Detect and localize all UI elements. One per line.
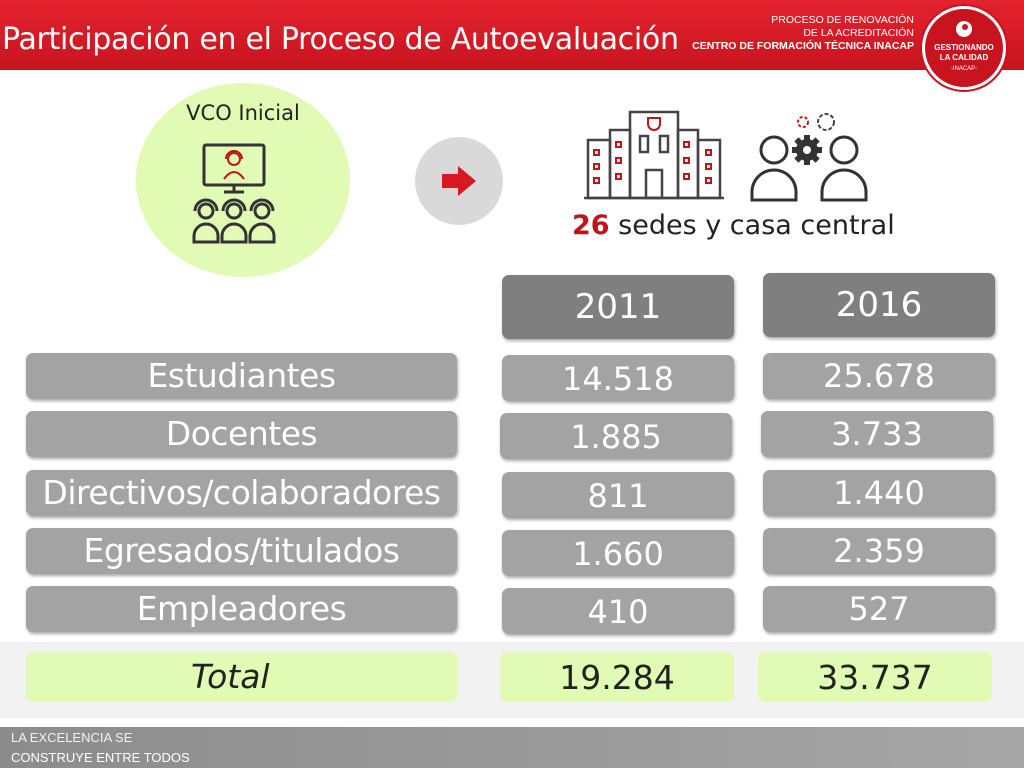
footer-line1: LA EXCELENCIA SE bbox=[11, 730, 133, 745]
arrow-right-icon bbox=[442, 166, 476, 196]
footer-line2: CONSTRUYE ENTRE TODOS bbox=[11, 750, 190, 765]
row-label-empleadores: Empleadores bbox=[26, 586, 457, 632]
seal-logo-icon bbox=[956, 21, 972, 37]
arrow-circle bbox=[415, 137, 503, 225]
vco-inicial-circle: VCO Inicial bbox=[136, 83, 350, 277]
campus-building-icon bbox=[584, 110, 724, 200]
people-gears-icon bbox=[750, 113, 868, 202]
row-label-docentes: Docentes bbox=[26, 411, 457, 457]
value-2016-docentes: 3.733 bbox=[761, 411, 993, 457]
video-conference-icon bbox=[192, 143, 276, 244]
vco-label: VCO Inicial bbox=[186, 101, 300, 125]
page-title: Participación en el Proceso de Autoevalu… bbox=[2, 22, 679, 57]
header-sub-line1: PROCESO DE RENOVACIÓN bbox=[771, 14, 914, 26]
value-2011-empleadores: 410 bbox=[502, 588, 734, 634]
header-bar: Participación en el Proceso de Autoevalu… bbox=[0, 0, 1024, 90]
campus-count-text: 26 sedes y casa central bbox=[572, 210, 895, 241]
header-sub-line3: CENTRO DE FORMACIÓN TÉCNICA INACAP bbox=[692, 40, 914, 52]
campus-text: sedes y casa central bbox=[618, 210, 895, 241]
year-header-2016: 2016 bbox=[763, 273, 995, 337]
total-2011: 19.284 bbox=[500, 652, 734, 702]
value-2016-empleadores: 527 bbox=[763, 586, 995, 632]
value-2016-directivos: 1.440 bbox=[763, 470, 995, 516]
row-label-egresados: Egresados/titulados bbox=[26, 528, 457, 574]
value-2011-egresados: 1.660 bbox=[502, 530, 734, 576]
total-label: Total bbox=[26, 652, 457, 702]
value-2011-directivos: 811 bbox=[502, 472, 734, 518]
value-2011-docentes: 1.885 bbox=[500, 413, 732, 459]
value-2016-egresados: 2.359 bbox=[763, 528, 995, 574]
header-sub-line2: DE LA ACREDITACIÓN bbox=[803, 27, 914, 39]
footer-bar: LA EXCELENCIA SE CONSTRUYE ENTRE TODOS bbox=[0, 727, 1024, 768]
year-header-2011: 2011 bbox=[502, 275, 734, 339]
header-subtitle: PROCESO DE RENOVACIÓN DE LA ACREDITACIÓN… bbox=[692, 14, 914, 53]
seal-line3: -INACAP- bbox=[950, 66, 978, 72]
seal-line2: LA CALIDAD bbox=[939, 53, 989, 62]
value-2016-estudiantes: 25.678 bbox=[763, 353, 995, 399]
seal-line1: GESTIONANDO bbox=[934, 43, 994, 52]
total-2016: 33.737 bbox=[758, 652, 992, 702]
row-label-directivos: Directivos/colaboradores bbox=[26, 470, 457, 516]
value-2011-estudiantes: 14.518 bbox=[502, 355, 734, 401]
gestionando-calidad-seal: GESTIONANDO LA CALIDAD -INACAP- bbox=[922, 6, 1006, 90]
row-label-estudiantes: Estudiantes bbox=[26, 353, 457, 399]
campus-count: 26 bbox=[572, 210, 610, 241]
